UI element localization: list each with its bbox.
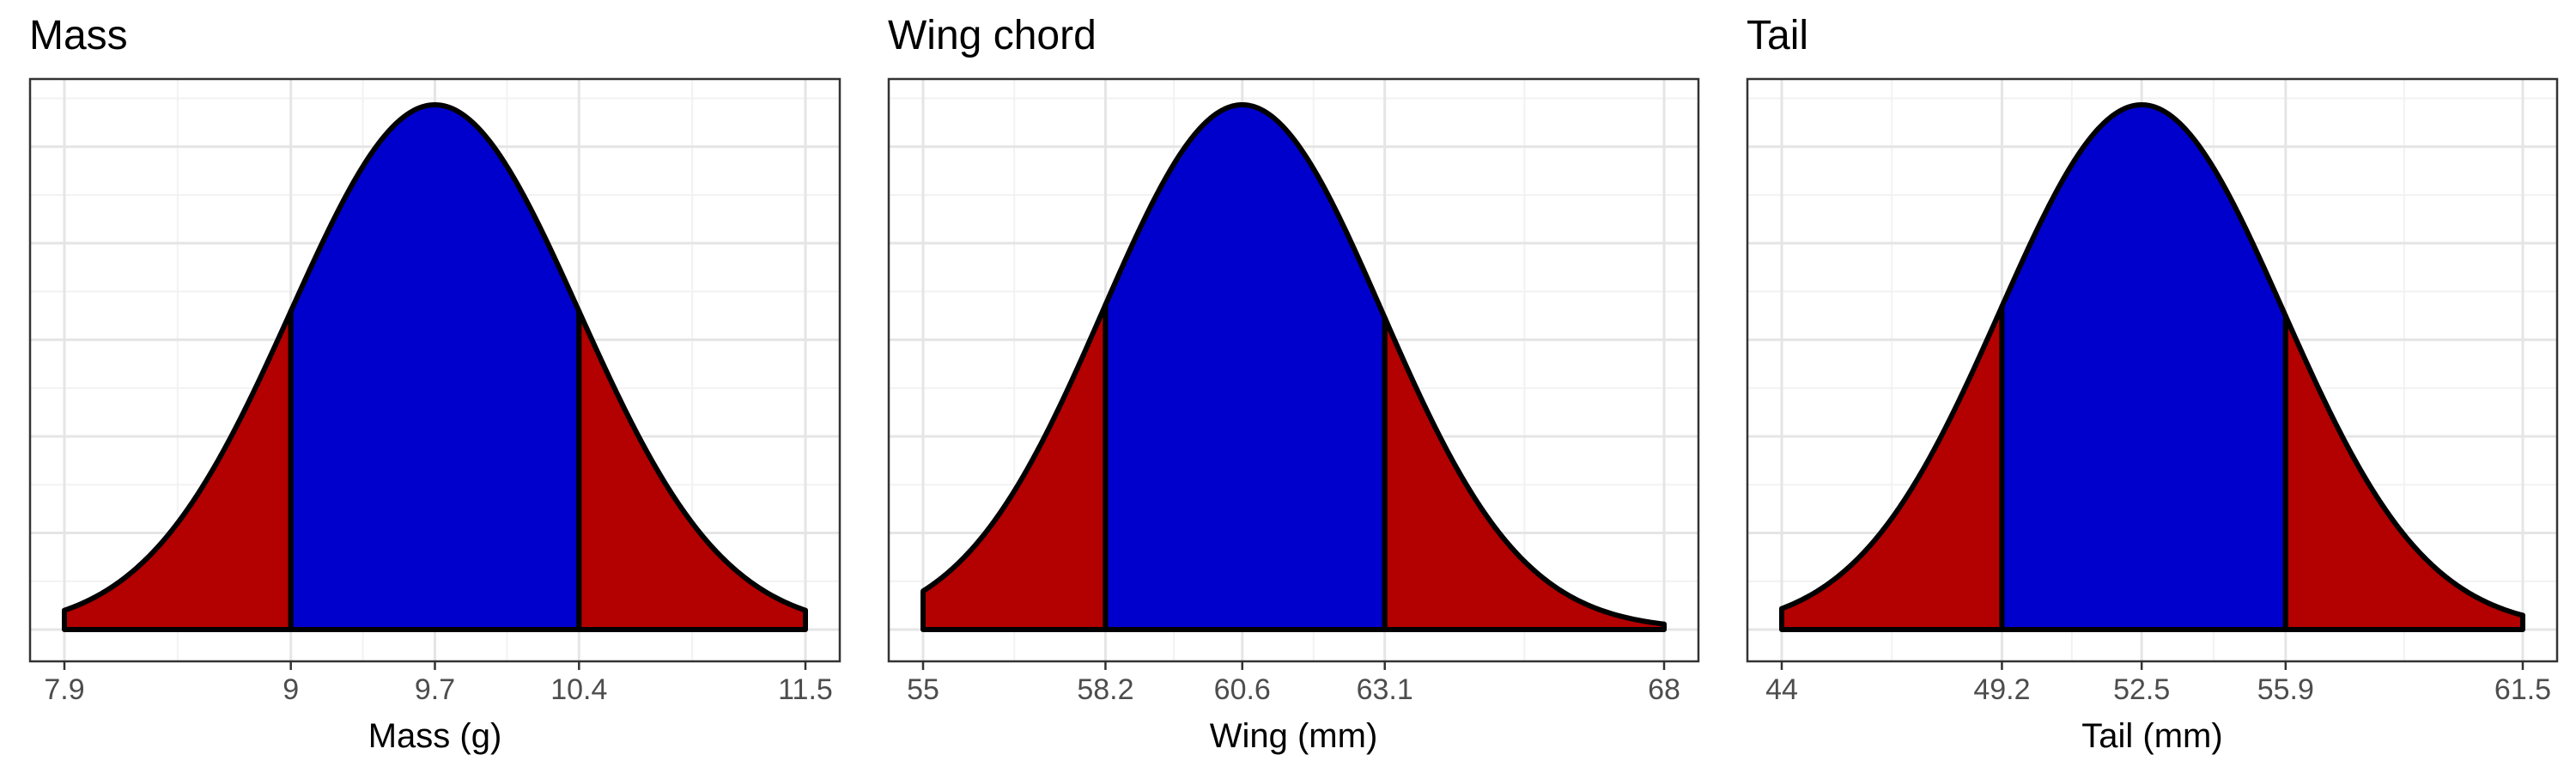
x-tick-label: 44: [1765, 673, 1798, 706]
area-center: [288, 102, 582, 632]
x-tick-label: 7.9: [44, 673, 84, 706]
x-tick-label: 10.4: [550, 673, 607, 706]
area-center: [1999, 102, 2288, 632]
panel-title: Wing chord: [888, 13, 1097, 58]
x-tick-label: 58.2: [1077, 673, 1133, 706]
x-tick-label: 11.5: [778, 673, 833, 706]
x-tick-label: 55.9: [2257, 673, 2314, 706]
area-center: [1103, 102, 1388, 632]
chart-panel-wing-chord: Wing chord 55 58.2 60.6 63.1 68 Wing (mm): [859, 0, 1717, 773]
x-axis-label: Wing (mm): [1210, 717, 1378, 755]
x-tick-label: 60.6: [1214, 673, 1271, 706]
x-tick-label: 9.7: [415, 673, 455, 706]
x-tick-label: 68: [1648, 673, 1680, 706]
chart-svg-tail: 44 49.2 52.5 55.9 61.5 Tail (mm): [1746, 77, 2559, 755]
plot-border: [887, 77, 1700, 663]
chart-panel-tail: Tail 44 49.2 52.5 55.9 61.5 Tail (mm): [1717, 0, 2576, 773]
chart-svg-wing-chord: 55 58.2 60.6 63.1 68 Wing (mm): [887, 77, 1700, 755]
panel-title: Mass: [29, 13, 128, 58]
area-right-tail: [576, 308, 808, 632]
area-left-tail: [62, 308, 294, 632]
x-tick-label: 55: [907, 673, 939, 706]
plot-border: [1746, 77, 2559, 663]
area-right-tail: [1382, 314, 1667, 632]
panel-title: Tail: [1747, 13, 1809, 58]
x-tick-label: 61.5: [2494, 673, 2551, 706]
x-tick-label: 9: [283, 673, 299, 706]
chart-panel-mass: Mass 7.9 9 9.7 10.4 11.5 Mass (g): [0, 0, 859, 773]
x-axis-label: Tail (mm): [2081, 717, 2222, 755]
area-right-tail: [2282, 313, 2525, 632]
chart-svg-mass: 7.9 9 9.7 10.4 11.5 Mass (g): [28, 77, 841, 755]
x-axis-label: Mass (g): [368, 717, 502, 755]
x-tick-label: 49.2: [1973, 673, 2030, 706]
area-left-tail: [1779, 303, 2005, 632]
area-left-tail: [920, 301, 1109, 632]
x-tick-label: 52.5: [2113, 673, 2170, 706]
x-tick-label: 63.1: [1357, 673, 1413, 706]
